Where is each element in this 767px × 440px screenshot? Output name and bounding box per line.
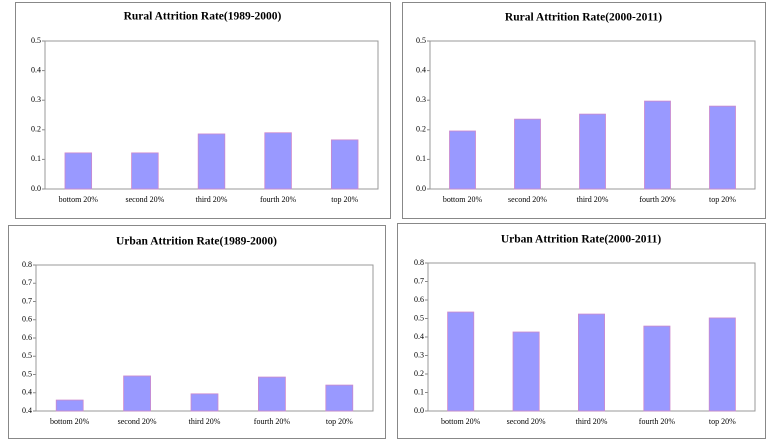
x-tick-label: bottom 20% xyxy=(59,195,99,204)
y-tick-label: 0.2 xyxy=(31,125,41,134)
x-tick-label: bottom 20% xyxy=(50,417,90,426)
x-tick-label: fourth 20% xyxy=(260,195,297,204)
chart-title: Rural Attrition Rate(1989-2000) xyxy=(124,11,282,23)
y-tick-label: 0.0 xyxy=(416,184,426,193)
y-tick-label: 0.5 xyxy=(22,351,32,360)
y-tick-label: 0.2 xyxy=(416,125,426,134)
y-tick-label: 0.4 xyxy=(31,65,41,74)
y-tick-label: 0.1 xyxy=(414,387,424,396)
bar xyxy=(708,317,736,412)
bar xyxy=(258,376,286,412)
bar xyxy=(447,311,475,412)
y-tick-label: 0.5 xyxy=(31,36,41,45)
y-tick-label: 0.1 xyxy=(416,154,426,163)
y-tick-label: 0.1 xyxy=(31,154,41,163)
x-tick-label: second 20% xyxy=(125,195,164,204)
x-tick-label: bottom 20% xyxy=(443,195,483,204)
y-tick-label: 0.2 xyxy=(414,369,424,378)
y-tick-label: 0.0 xyxy=(414,406,424,415)
y-tick-label: 0.7 xyxy=(22,296,32,305)
bar xyxy=(64,152,93,190)
x-tick-label: third 20% xyxy=(577,195,609,204)
y-tick-label: 0.3 xyxy=(414,350,424,359)
x-tick-label: top 20% xyxy=(709,417,736,426)
y-tick-label: 0.3 xyxy=(416,95,426,104)
bar xyxy=(55,399,84,412)
y-tick-label: 0.7 xyxy=(22,278,32,287)
x-tick-label: second 20% xyxy=(118,417,157,426)
bar xyxy=(643,325,671,412)
x-tick-label: third 20% xyxy=(189,417,221,426)
bar xyxy=(512,331,540,412)
y-tick-label: 0.8 xyxy=(414,258,424,267)
x-tick-label: fourth 20% xyxy=(639,195,676,204)
y-tick-label: 0.5 xyxy=(416,36,426,45)
bar xyxy=(190,393,219,412)
x-tick-label: fourth 20% xyxy=(639,417,676,426)
x-tick-label: top 20% xyxy=(709,195,736,204)
bar xyxy=(264,132,292,190)
y-tick-label: 0.4 xyxy=(22,406,32,415)
bar xyxy=(197,133,226,190)
y-tick-label: 0.3 xyxy=(31,95,41,104)
bar xyxy=(449,130,476,190)
bar xyxy=(131,152,159,190)
y-tick-label: 0.0 xyxy=(31,184,41,193)
y-tick-label: 0.7 xyxy=(414,276,424,285)
y-tick-label: 0.6 xyxy=(414,295,424,304)
chart-title: Rural Attrition Rate(2000-2011) xyxy=(505,12,662,24)
bar xyxy=(578,313,605,412)
bar xyxy=(579,113,606,190)
x-tick-label: bottom 20% xyxy=(441,417,481,426)
y-tick-label: 0.6 xyxy=(22,333,32,342)
bar xyxy=(644,100,671,190)
x-tick-label: second 20% xyxy=(508,195,547,204)
x-tick-label: top 20% xyxy=(326,417,353,426)
bar xyxy=(123,375,151,412)
bar xyxy=(709,105,736,190)
x-tick-label: top 20% xyxy=(331,195,358,204)
bar xyxy=(514,118,541,190)
chart-title: Urban Attrition Rate(2000-2011) xyxy=(501,234,662,246)
y-tick-label: 0.5 xyxy=(414,313,424,322)
bar xyxy=(330,139,359,190)
y-tick-label: 0.4 xyxy=(22,388,32,397)
y-tick-label: 0.4 xyxy=(414,332,424,341)
chart-title: Urban Attrition Rate(1989-2000) xyxy=(116,236,277,248)
x-tick-label: second 20% xyxy=(507,417,546,426)
x-tick-label: third 20% xyxy=(576,417,608,426)
x-tick-label: fourth 20% xyxy=(254,417,291,426)
y-tick-label: 0.8 xyxy=(22,260,32,269)
y-tick-label: 0.4 xyxy=(416,65,426,74)
y-tick-label: 0.5 xyxy=(22,369,32,378)
x-tick-label: third 20% xyxy=(196,195,228,204)
y-tick-label: 0.6 xyxy=(22,315,32,324)
bar xyxy=(325,384,354,412)
